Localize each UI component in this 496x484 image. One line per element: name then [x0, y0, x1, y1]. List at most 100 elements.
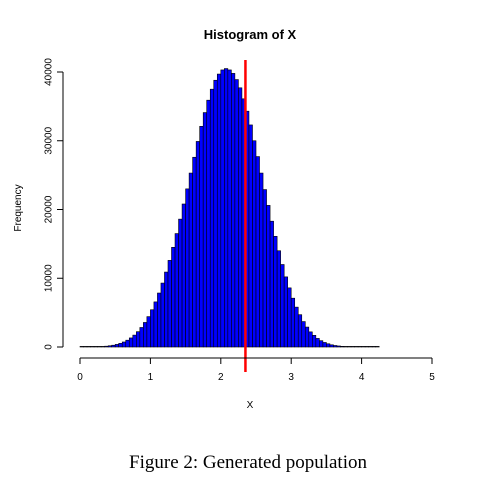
histogram-chart: Histogram of X 0 10000 20000 30000 40000 0 1 2…	[13, 27, 435, 411]
histogram-bar	[121, 341, 127, 348]
histogram-bar	[157, 292, 162, 348]
histogram-bar	[315, 338, 320, 348]
histogram-bar	[231, 73, 236, 348]
histogram-bar	[368, 346, 373, 348]
histogram-bar	[255, 156, 260, 348]
histogram-bar	[319, 340, 324, 348]
x-tick-label: 5	[429, 372, 435, 383]
histogram-bar	[259, 172, 264, 348]
histogram-bar	[357, 346, 362, 348]
x-tick-label: 0	[77, 372, 83, 383]
histogram-bar	[213, 79, 218, 348]
histogram-bar	[83, 346, 88, 348]
histogram-bar	[294, 306, 299, 348]
histogram-bar	[79, 346, 84, 348]
chart-title: Histogram of X	[204, 27, 297, 42]
histogram-bar	[301, 321, 306, 348]
histogram-bar	[375, 346, 380, 348]
y-tick-label: 0	[44, 344, 55, 350]
histogram-bar	[266, 205, 271, 348]
histogram-bar	[132, 334, 137, 348]
histogram-bar	[312, 335, 317, 348]
histogram-bar	[252, 140, 257, 348]
histogram-bar	[107, 345, 112, 348]
histogram-bar	[139, 327, 144, 348]
histogram-bar	[199, 126, 204, 348]
y-tick-label: 30000	[44, 126, 55, 154]
histogram-bar	[192, 156, 197, 348]
histogram-bar	[93, 346, 98, 348]
histogram-bar	[100, 346, 105, 348]
histogram-bar	[118, 343, 123, 348]
y-tick-label: 10000	[44, 264, 55, 292]
histogram-bar	[125, 339, 130, 348]
histogram-bar	[262, 189, 267, 348]
histogram-bar	[283, 276, 288, 348]
histogram-bar	[188, 172, 193, 348]
histogram-bar	[238, 87, 243, 348]
histogram-bar	[280, 264, 285, 348]
histogram-bar	[202, 112, 208, 348]
histogram-bar	[234, 79, 239, 348]
x-axis: 0 1 2 3 4 5	[77, 357, 435, 383]
histogram-bar	[220, 69, 225, 348]
histogram-bar	[248, 124, 253, 348]
histogram-bar	[195, 141, 200, 348]
figure-caption: Figure 2: Generated population	[129, 452, 367, 473]
histogram-bar	[178, 218, 183, 348]
histogram-bar	[326, 343, 331, 348]
histogram-bar	[171, 247, 176, 348]
histogram-bar	[297, 314, 303, 348]
histogram-bar	[269, 220, 274, 348]
histogram-bar	[153, 301, 158, 348]
histogram-bar	[150, 309, 155, 348]
histogram-bar	[185, 188, 190, 348]
histogram-bar	[227, 69, 232, 348]
histogram-bar	[350, 346, 355, 348]
histogram-bar	[90, 346, 95, 348]
histogram-bar	[224, 68, 229, 348]
histogram-bar	[273, 236, 278, 348]
histogram-bar	[164, 271, 169, 348]
histogram-bar	[114, 344, 120, 348]
histogram-bar	[343, 346, 348, 348]
y-tick-label: 20000	[44, 195, 55, 223]
histogram-bar	[336, 345, 341, 348]
histogram-bar	[216, 73, 222, 348]
histogram-bar	[361, 346, 366, 348]
histogram-bars	[79, 68, 380, 348]
x-axis-label: X	[247, 400, 254, 411]
y-tick-label: 40000	[44, 58, 55, 86]
histogram-bar	[209, 88, 215, 348]
histogram-bar	[329, 344, 334, 348]
y-axis: 0 10000 20000 30000 40000	[44, 58, 64, 350]
histogram-bar	[174, 233, 179, 348]
histogram-bar	[308, 331, 313, 348]
x-tick-label: 2	[218, 372, 224, 383]
histogram-bar	[333, 345, 338, 348]
histogram-bar	[287, 287, 292, 348]
x-tick-label: 1	[148, 372, 154, 383]
histogram-bar	[322, 342, 327, 348]
histogram-bar	[304, 326, 310, 348]
histogram-bar	[347, 346, 352, 348]
histogram-bar	[206, 99, 211, 348]
histogram-bar	[104, 345, 109, 348]
histogram-bar	[276, 250, 281, 348]
histogram-bar	[143, 322, 148, 348]
histogram-bar	[290, 297, 296, 348]
histogram-bar	[364, 346, 369, 348]
x-tick-label: 3	[288, 372, 294, 383]
histogram-bar	[97, 346, 102, 348]
y-axis-label: Frequency	[13, 184, 24, 231]
histogram-bar	[128, 337, 134, 348]
histogram-bar	[371, 346, 376, 348]
x-tick-label: 4	[359, 372, 365, 383]
histogram-bar	[136, 331, 141, 348]
histogram-bar	[86, 346, 91, 348]
histogram-bar	[340, 346, 345, 348]
histogram-bar	[181, 203, 186, 348]
histogram-bar	[111, 344, 116, 348]
histogram-bar	[167, 260, 172, 348]
histogram-bar	[354, 346, 359, 348]
